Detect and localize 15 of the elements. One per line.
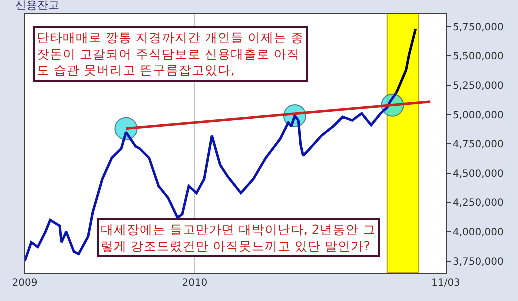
y-tick-label: 4,750,000	[453, 140, 504, 151]
y-tick-label: 4,000,000	[453, 227, 504, 238]
x-tick-label: 11/03	[432, 278, 460, 289]
x-tick-label: 2010	[182, 278, 208, 289]
chart-title: 신용잔고	[16, 0, 60, 12]
y-tick-label: 5,250,000	[453, 80, 504, 92]
y-tick-label: 3,750,000	[453, 256, 504, 268]
x-tick-label: 2009	[12, 278, 38, 289]
y-tick-label: 4,250,000	[453, 198, 504, 210]
annotation: 단타매매로 깡통 지경까지간 개인들 이제는 종 잣돈이 고갈되어 주식담보로 신용대출로 아직 도 습관 못버리고 뜬구름잡고있다,	[37, 30, 304, 78]
y-tick-label: 4,500,000	[453, 168, 504, 180]
y-tick-label: 5,750,000	[453, 22, 504, 34]
annotation: 대세장에는 들고만가면 대박이난다, 2년동안 그 렇게 강조드렸건만 아직못느끼고 있단 말인가?	[101, 222, 376, 254]
y-tick-label: 5,500,000	[453, 52, 504, 63]
y-tick-label: 5,000,000	[453, 110, 504, 122]
